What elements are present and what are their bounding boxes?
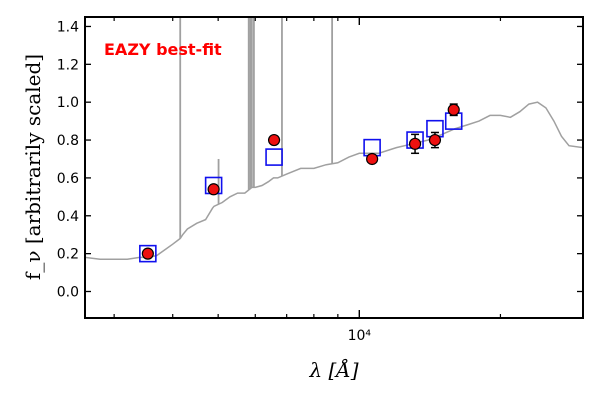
observed-point <box>366 152 379 166</box>
observed-point <box>207 183 220 196</box>
plot-inner <box>85 17 583 263</box>
annotation-eazy: EAZY best-fit <box>104 40 222 59</box>
y-tick-label: 0.4 <box>57 209 79 225</box>
observed-point <box>428 133 442 147</box>
y-tick-label: 1.2 <box>57 57 79 73</box>
model-square <box>265 148 283 166</box>
x-tick-label: 10⁴ <box>348 328 372 344</box>
y-tick-label: 1.0 <box>57 95 79 111</box>
plot-frame <box>84 16 584 319</box>
tick-labels: 0.0 0.2 0.4 0.6 0.8 1.0 1.2 1.4 10⁴ <box>57 19 372 344</box>
y-tick-label: 0.2 <box>57 247 79 263</box>
y-tick-label: 0.6 <box>57 171 79 187</box>
observed-point <box>447 103 460 116</box>
x-axis-label: λ [Å] <box>308 357 358 382</box>
observed-point <box>408 137 422 150</box>
y-axis-label: f_ν [arbitrarily scaled] <box>21 54 45 280</box>
observed-point <box>141 247 154 260</box>
template-spectrum-line <box>85 101 583 261</box>
y-tick-label: 0.8 <box>57 133 79 149</box>
y-tick-label: 0.0 <box>57 284 79 300</box>
plot-content <box>85 17 583 263</box>
y-tick-label: 1.4 <box>57 19 79 35</box>
observed-point <box>267 133 281 147</box>
model-square <box>139 244 157 263</box>
axis-ticks <box>85 17 583 318</box>
